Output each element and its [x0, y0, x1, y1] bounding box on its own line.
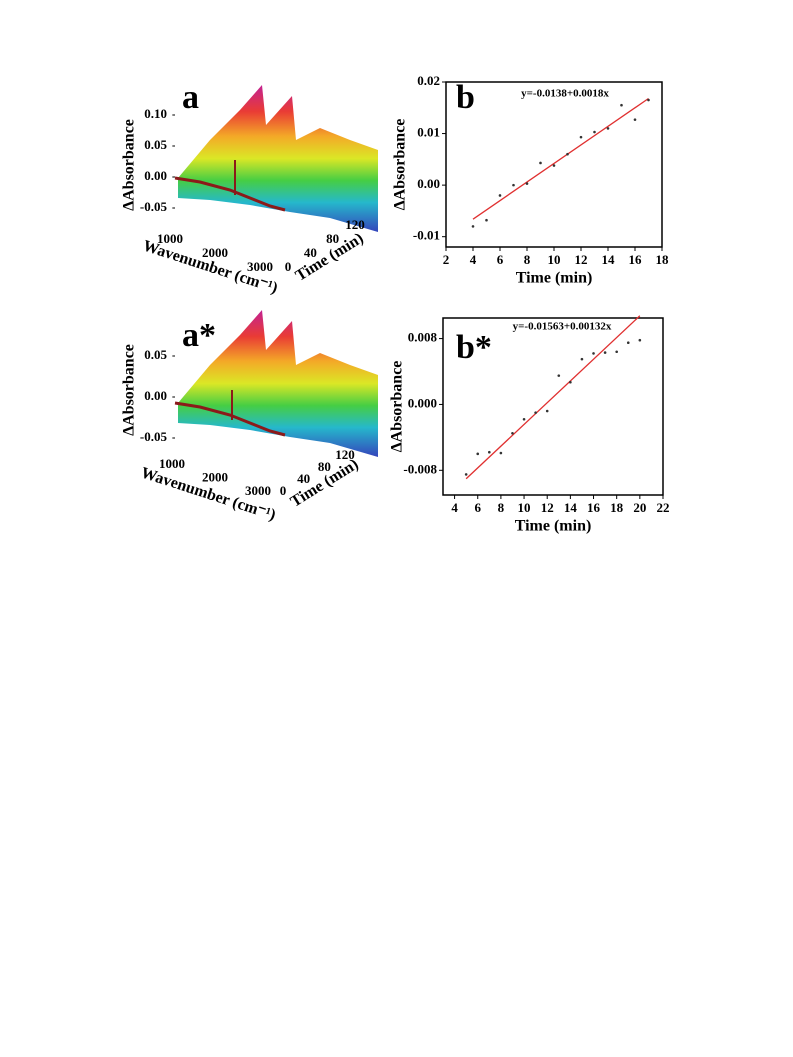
- data-point: [488, 450, 491, 454]
- surface-decoration: [174, 310, 378, 457]
- data-point: [638, 338, 642, 342]
- y-tick-label: 0.000: [408, 395, 437, 410]
- data-point: [471, 225, 475, 228]
- fit-line: [465, 315, 641, 480]
- tick-label: 120: [335, 447, 355, 462]
- data-point: [525, 182, 529, 185]
- y-axis-label: ΔAbsorbance: [392, 119, 409, 211]
- data-point: [647, 98, 650, 102]
- x-tick-label: 4: [451, 500, 458, 515]
- data-point: [476, 452, 480, 456]
- data-point: [606, 127, 610, 130]
- data-point: [499, 451, 503, 455]
- panel-label: a: [182, 79, 199, 116]
- x-tick-label: 16: [629, 252, 643, 267]
- tick-label: 0.05: [144, 347, 167, 362]
- data-point: [566, 152, 569, 156]
- y-tick-label: -0.008: [403, 461, 437, 476]
- tick-label: 40: [297, 471, 310, 486]
- x-tick-label: 22: [657, 500, 670, 515]
- panel-label: a*: [182, 317, 216, 354]
- y-tick-label: 0.02: [417, 73, 440, 88]
- x-axis-label: Time (min): [515, 518, 592, 535]
- tick-label: 0.10: [144, 106, 167, 121]
- tick-label: 1000: [157, 231, 183, 246]
- y-axis-label: ΔAbsorbance: [389, 361, 406, 453]
- data-point: [579, 135, 583, 139]
- tick-label: 0.05: [144, 137, 167, 152]
- panel-label: b*: [456, 329, 492, 366]
- x-tick-label: 18: [656, 252, 670, 267]
- data-point: [569, 380, 572, 384]
- tick-label: 80: [318, 459, 331, 474]
- equation: y=-0.01563+0.00132x: [513, 321, 612, 333]
- data-point: [580, 357, 584, 361]
- data-point: [522, 417, 526, 421]
- data-point: [512, 183, 515, 187]
- y-tick-label: 0.00: [417, 176, 440, 191]
- data-point: [633, 118, 637, 121]
- tick-label: -0.05: [140, 429, 168, 444]
- data-point: [498, 194, 502, 197]
- x-tick-label: 10: [548, 252, 561, 267]
- data-point: [534, 411, 537, 414]
- tick-label: 2000: [202, 245, 228, 260]
- x-tick-label: 12: [541, 500, 554, 515]
- data-point: [592, 352, 595, 355]
- data-point: [485, 218, 488, 222]
- tick-label: 40: [304, 245, 317, 260]
- tick-label: -0.05: [140, 199, 168, 214]
- z-axis-label: ΔAbsorbance: [121, 119, 138, 211]
- tick-label: 2000: [202, 469, 228, 484]
- z-axis-label: ΔAbsorbance: [121, 344, 138, 436]
- tick-label: 0.00: [144, 388, 167, 403]
- data-point: [539, 161, 542, 165]
- tick-label: 0: [285, 259, 292, 274]
- x-tick-label: 14: [564, 500, 578, 515]
- tick-label: 1000: [159, 456, 185, 471]
- data-point: [511, 431, 514, 435]
- fit-line: [472, 97, 649, 220]
- y-tick-label: -0.01: [413, 228, 440, 243]
- x-tick-label: 10: [518, 500, 531, 515]
- data-point: [557, 374, 561, 377]
- x-tick-label: 6: [474, 500, 481, 515]
- data-point: [620, 103, 623, 107]
- x-tick-label: 8: [524, 252, 531, 267]
- tick-label: 3000: [245, 483, 271, 498]
- data-point: [552, 164, 556, 167]
- plot-frame: [442, 317, 664, 496]
- tick-label: 0: [280, 483, 287, 498]
- tick-label: 80: [326, 231, 339, 246]
- x-tick-label: 20: [633, 500, 646, 515]
- data-point: [626, 341, 630, 344]
- x-tick-label: 14: [602, 252, 616, 267]
- data-point: [545, 409, 549, 413]
- tick-label: 0.00: [144, 168, 167, 183]
- y-tick-label: 0.01: [417, 125, 440, 140]
- y-tick-label: 0.008: [408, 330, 438, 345]
- x-tick-label: 4: [470, 252, 477, 267]
- x-tick-label: 16: [587, 500, 601, 515]
- x-axis-label: Time (min): [516, 270, 593, 287]
- surface-decoration: [174, 85, 378, 232]
- x-tick-label: 6: [497, 252, 504, 267]
- tick-label: 120: [345, 217, 365, 232]
- tick-label: 3000: [247, 259, 273, 274]
- data-point: [603, 351, 607, 354]
- panel-label: b: [456, 79, 475, 116]
- data-point: [615, 350, 618, 354]
- data-point: [464, 473, 468, 476]
- x-tick-label: 12: [575, 252, 588, 267]
- x-tick-label: 18: [610, 500, 624, 515]
- equation: y=-0.0138+0.0018x: [521, 88, 609, 100]
- data-point: [593, 130, 596, 134]
- x-tick-label: 8: [498, 500, 505, 515]
- x-tick-label: 2: [443, 252, 450, 267]
